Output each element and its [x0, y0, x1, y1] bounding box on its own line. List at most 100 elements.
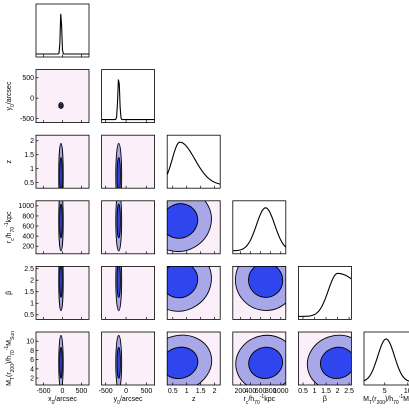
y-axis-label-y0: y0/arcsec	[6, 81, 16, 110]
joint-panel-border	[101, 200, 155, 255]
x-tick-label: -500	[99, 388, 113, 395]
x-tick-label: 1	[185, 388, 189, 395]
x-tick-label: 0.5	[298, 388, 308, 395]
panel-y0-vs-beta	[101, 265, 155, 320]
panel-z-vs-rc	[166, 200, 221, 255]
joint-panel-background	[101, 200, 155, 254]
marginal-panel-frame	[364, 332, 409, 385]
panel-z-marginal	[166, 134, 221, 189]
joint-panel-border	[232, 265, 287, 320]
x-axis-label-MT: MT(r200)/h70-1MSun	[363, 394, 409, 406]
contour-group	[167, 200, 212, 252]
joint-panel-border	[232, 331, 287, 386]
contour-group	[115, 142, 123, 189]
y-tick-label: 0	[30, 96, 34, 103]
marginal-curve-x0	[36, 13, 89, 55]
x-tick-label: -500	[37, 388, 51, 395]
joint-panel-background	[101, 135, 155, 189]
contour-group	[235, 334, 286, 385]
contour-group	[58, 266, 64, 312]
x-tick-label: 0.5	[168, 388, 178, 395]
y-tick-label: -500	[20, 116, 34, 123]
marginal-curve-z	[167, 141, 221, 185]
contour-68	[59, 156, 63, 189]
y-tick-label: 0.5	[24, 312, 34, 319]
marginal-curve-beta	[298, 272, 352, 317]
joint-panel-border	[297, 331, 352, 386]
panel-y0-marginal	[101, 69, 155, 123]
marginal-panel-border	[363, 331, 409, 386]
y-tick-label: 2.5	[24, 266, 34, 273]
marginal-panel-frame	[232, 200, 286, 254]
x-tick-label: 1.5	[196, 388, 206, 395]
y-tick-label: 500	[22, 75, 34, 82]
y-tick-label: 800	[22, 213, 34, 220]
x-axis-label-beta: β	[323, 396, 327, 403]
x-tick-label: 400	[245, 388, 257, 395]
y-tick-label: 2	[30, 138, 34, 145]
x-tick-label: 500	[76, 388, 88, 395]
panel-x0-vs-beta: 0.5 1 1.5 2 2.5 β	[6, 265, 90, 320]
panel-y0-vs-z	[101, 134, 155, 189]
marginal-panel-frame	[101, 69, 155, 123]
marginal-panel-border	[101, 69, 155, 123]
x-tick-label: 10	[404, 388, 409, 395]
contour-68	[167, 203, 199, 239]
contour-group	[306, 334, 352, 385]
contour-68	[248, 266, 284, 298]
marginal-panel-border	[166, 134, 221, 189]
panel-rc-vs-beta	[232, 265, 287, 320]
y-tick-label: 200	[22, 244, 34, 251]
y-axis-label-MT: MT(r200)/h70-1MSun	[4, 331, 16, 386]
y-tick-label: 1	[30, 301, 34, 308]
marginal-curve-MT	[364, 338, 409, 382]
contour-68	[116, 346, 121, 379]
y-tick-label: 600	[22, 223, 34, 230]
x-axis-label-rc: rc/h70-1kpc	[243, 394, 275, 406]
contour-group	[115, 266, 123, 312]
contour-68	[59, 103, 63, 108]
contour-68	[59, 346, 63, 379]
x-axis-label-y0: y0/arcsec	[114, 396, 143, 406]
joint-panel-border	[166, 331, 221, 386]
contour-group	[58, 200, 64, 252]
y-tick-label: 6	[30, 357, 34, 364]
contour-68	[319, 346, 352, 379]
contour-group	[58, 335, 64, 385]
x-tick-label: 200	[235, 388, 247, 395]
panel-rc-marginal	[232, 200, 287, 255]
x-tick-label: 2	[213, 388, 217, 395]
panel-x0-vs-z: 0.5 1 1.5 2 z	[6, 134, 90, 189]
contour-group	[115, 335, 123, 385]
marginal-panel-frame	[298, 266, 352, 320]
y-tick-label: 10	[26, 339, 34, 346]
panel-beta-marginal	[297, 265, 352, 320]
x-tick-label: 5	[383, 388, 387, 395]
contour-68	[116, 203, 121, 239]
joint-panel-border	[166, 200, 221, 255]
contour-group	[115, 200, 123, 252]
contour-group	[58, 102, 64, 109]
panel-y0-vs-rc	[101, 200, 155, 255]
panel-x0-vs-y0: -500 0 500 y0/arcsec	[6, 69, 90, 123]
contour-68	[59, 203, 63, 239]
x-tick-label: 1.5	[321, 388, 331, 395]
joint-panel-border	[101, 265, 155, 320]
contour-68	[59, 266, 63, 298]
y-tick-label: 4	[30, 366, 34, 373]
x-tick-label: 1000	[273, 388, 289, 395]
corner-plot-layer: -5000500y0/arcsec0.511.52z20040060080010…	[4, 3, 409, 406]
x-axis-label-x0: x0/arcsec	[48, 396, 77, 406]
x-tick-label: 2.5	[344, 388, 354, 395]
y-tick-label: 8	[30, 348, 34, 355]
marginal-panel-frame	[167, 135, 221, 189]
x-tick-label: 0	[124, 388, 128, 395]
y-axis-label-beta: β	[6, 291, 13, 295]
panel-x0-vs-MT: 2 4 6 8 10 MT(r200)/h70-1MSun -500 0 500x0/arcse…	[4, 331, 90, 406]
x-tick-label: 0	[61, 388, 65, 395]
panel-x0-marginal	[35, 3, 90, 58]
y-axis-label-rc: rc/h70-1kpc	[4, 211, 16, 243]
contour-68	[167, 346, 199, 380]
